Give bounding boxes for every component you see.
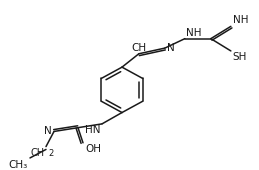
Text: NH: NH: [186, 28, 201, 38]
Text: OH: OH: [85, 144, 101, 154]
Text: CH: CH: [31, 148, 45, 158]
Text: SH: SH: [233, 52, 247, 62]
Text: N: N: [44, 126, 52, 137]
Text: 2: 2: [48, 149, 54, 158]
Text: NH: NH: [233, 15, 248, 25]
Text: HN: HN: [85, 125, 101, 135]
Text: CH: CH: [131, 43, 146, 53]
Text: N: N: [167, 43, 175, 53]
Text: CH₃: CH₃: [9, 160, 28, 170]
